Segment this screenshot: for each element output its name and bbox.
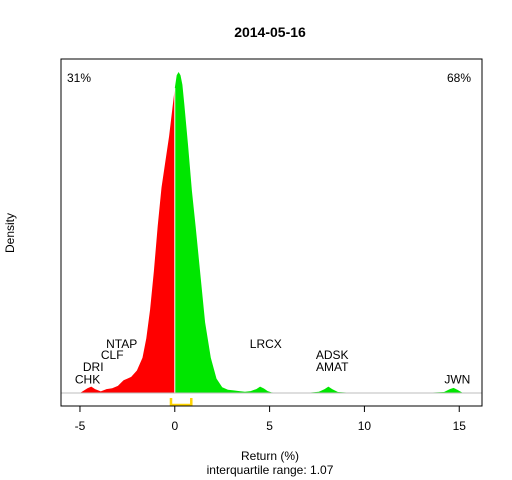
x-axis-label: Return (%) xyxy=(241,449,299,463)
ticker-label: LRCX xyxy=(250,337,282,351)
positive-return-area xyxy=(174,72,464,393)
ticker-label: ADSK xyxy=(316,348,349,362)
ticker-label: CHK xyxy=(75,372,100,386)
ticker-label: JWN xyxy=(444,372,470,386)
x-tick-label: 10 xyxy=(358,419,372,433)
ticker-label: DRI xyxy=(83,360,104,374)
iqr-caption: interquartile range: 1.07 xyxy=(207,463,334,477)
positive-share-label: 68% xyxy=(447,71,471,85)
ticker-label: NTAP xyxy=(106,337,137,351)
x-axis: -5 0 5 10 15 xyxy=(75,405,467,433)
ticker-label: AMAT xyxy=(316,360,349,374)
negative-share-label: 31% xyxy=(67,71,91,85)
plot-layer xyxy=(61,72,482,407)
plot-frame xyxy=(60,58,483,407)
y-axis-label: Density xyxy=(3,213,17,253)
chart-title: 2014-05-16 xyxy=(234,24,306,40)
negative-return-area xyxy=(80,88,175,393)
x-tick-label: 15 xyxy=(453,419,467,433)
x-tick-label: 0 xyxy=(171,419,178,433)
ticker-label: CLF xyxy=(101,348,124,362)
x-tick-label: -5 xyxy=(75,419,86,433)
x-tick-label: 5 xyxy=(266,419,273,433)
iqr-bracket xyxy=(169,398,193,407)
